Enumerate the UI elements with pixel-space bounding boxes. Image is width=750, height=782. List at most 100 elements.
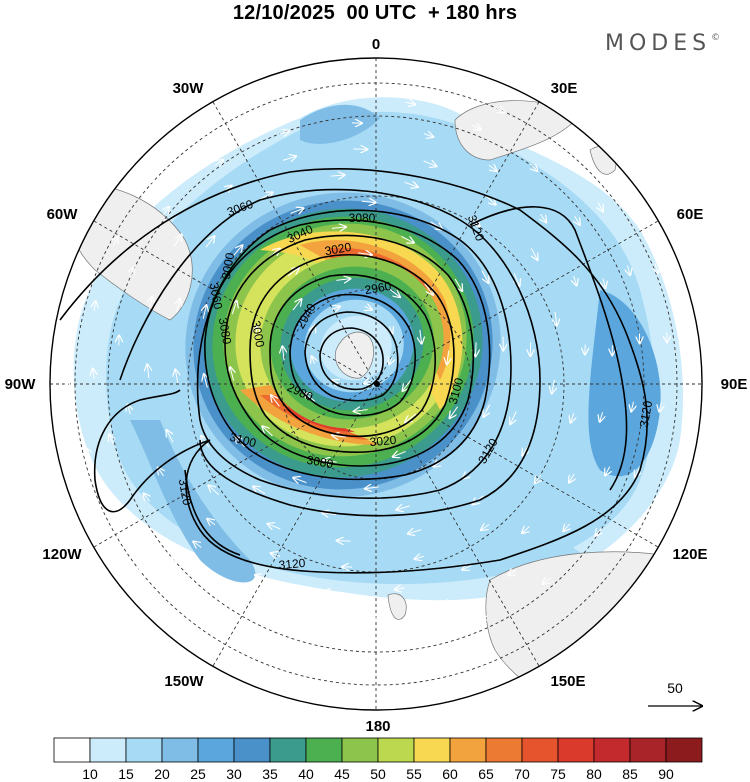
wind-arrow <box>476 342 477 356</box>
wind-arrow <box>603 278 606 288</box>
wind-arrow <box>395 588 405 590</box>
wind-arrow <box>113 237 117 247</box>
wind-arrow <box>138 565 145 572</box>
wind-arrow <box>404 182 418 187</box>
wind-arrow <box>605 466 610 476</box>
wind-arrow <box>403 379 412 391</box>
wind-arrow <box>293 478 307 483</box>
contour-label: 3000 <box>219 251 237 280</box>
wind-arrow <box>207 519 216 525</box>
wind-arrow <box>600 412 603 422</box>
wind-arrow <box>353 149 367 150</box>
contour-label: 3080 <box>216 317 234 346</box>
colorbar-swatch <box>413 737 451 763</box>
colorbar-swatch <box>449 737 487 763</box>
contour-label: 3020 <box>324 240 353 258</box>
contour-label: 3000 <box>249 320 267 349</box>
contour-label: 3120 <box>278 556 306 572</box>
wind-arrow <box>109 434 113 444</box>
wind-arrow <box>469 216 480 227</box>
colorbar-swatch <box>377 737 415 763</box>
longitude-label-30e: 30E <box>551 80 578 97</box>
wind-arrow <box>324 592 334 593</box>
wind-arrow <box>214 160 223 166</box>
colorbar-tick-label: 85 <box>622 766 638 782</box>
wind-arrow <box>175 369 178 384</box>
wind-arrow <box>389 326 392 333</box>
wind-arrow <box>312 356 315 363</box>
south-pole-marker <box>374 381 380 387</box>
wind-vectors <box>65 71 667 645</box>
wind-arrow <box>508 570 517 576</box>
south-america-land <box>66 183 193 321</box>
wind-arrow <box>495 108 505 113</box>
australia-land <box>485 551 693 710</box>
contour-label: 3100 <box>446 376 467 406</box>
wind-arrow <box>271 395 280 407</box>
wind-arrow <box>232 245 242 257</box>
wind-arrow <box>282 156 296 160</box>
contour-label: 3080 <box>306 453 335 471</box>
colorbar-tick-label: 35 <box>262 766 278 782</box>
wind-arrow <box>571 413 574 422</box>
wind-arrow <box>405 102 416 104</box>
wind-arrow <box>462 565 472 569</box>
wind-arrow <box>472 125 481 130</box>
copyright-mark: © <box>711 33 721 43</box>
wind-arrow <box>365 487 379 489</box>
wind-arrow <box>454 278 462 291</box>
wind-arrow <box>170 557 179 563</box>
colorbar-tick-label: 65 <box>478 766 494 782</box>
longitude-label-120w: 120W <box>42 546 82 563</box>
colorbar-swatch <box>341 737 379 763</box>
wind-arrow <box>510 411 516 425</box>
longitude-labels: 0 30E 60E 90E 120E 150E 180 150W 120W 90W 60W 30W <box>5 36 748 735</box>
wind-arrow <box>553 149 560 156</box>
contour-2960 <box>304 311 399 402</box>
contour-3020 <box>249 254 455 453</box>
wind-arrow <box>543 578 551 584</box>
wind-arrow <box>635 468 639 477</box>
wind-arrow <box>304 393 316 402</box>
map-boundary <box>49 57 703 711</box>
contour-3080 <box>196 209 512 499</box>
wind-arrow <box>522 527 530 534</box>
wind-arrow <box>334 97 345 98</box>
wind-arrow <box>147 364 149 379</box>
colorbar-swatch <box>197 737 235 763</box>
longitude-label-90w: 90W <box>5 376 37 393</box>
wind-arrow <box>401 235 414 242</box>
contour-2940 <box>319 327 384 391</box>
wind-arrow <box>173 234 182 247</box>
wind-arrow <box>67 381 69 392</box>
colorbar-swatch <box>161 737 199 763</box>
wind-arrow <box>287 268 299 277</box>
wind-arrow <box>563 524 570 531</box>
longitude-label-60w: 60W <box>47 206 79 223</box>
wind-arrow <box>569 473 574 483</box>
wind-arrow <box>389 357 392 364</box>
wind-arrow <box>333 306 340 309</box>
wind-arrow <box>393 451 406 456</box>
wind-arrow <box>480 615 489 619</box>
colorbar-tick-label: 70 <box>514 766 530 782</box>
wind-arrow <box>396 506 410 510</box>
colorbar-swatch <box>233 737 271 763</box>
wind-arrow <box>93 369 94 379</box>
wind-arrow <box>357 253 372 255</box>
wind-arrow <box>429 81 439 84</box>
wind-arrow <box>150 181 157 189</box>
wind-arrow <box>574 275 577 286</box>
contour-3000 <box>269 273 436 438</box>
wind-arrow <box>530 164 537 171</box>
wind-arrow <box>655 263 658 274</box>
wind-arrow <box>262 426 273 437</box>
colorbar-swatch <box>485 737 523 763</box>
longitude-label-0: 0 <box>372 36 380 53</box>
wind-arrow <box>332 380 339 383</box>
colorbar-swatch <box>125 737 163 763</box>
contour-3120-east <box>469 206 628 491</box>
colorbar: 10 15 20 25 30 35 40 45 50 55 60 65 70 75 80 85 90 <box>53 737 703 782</box>
wind-arrow <box>204 374 208 388</box>
